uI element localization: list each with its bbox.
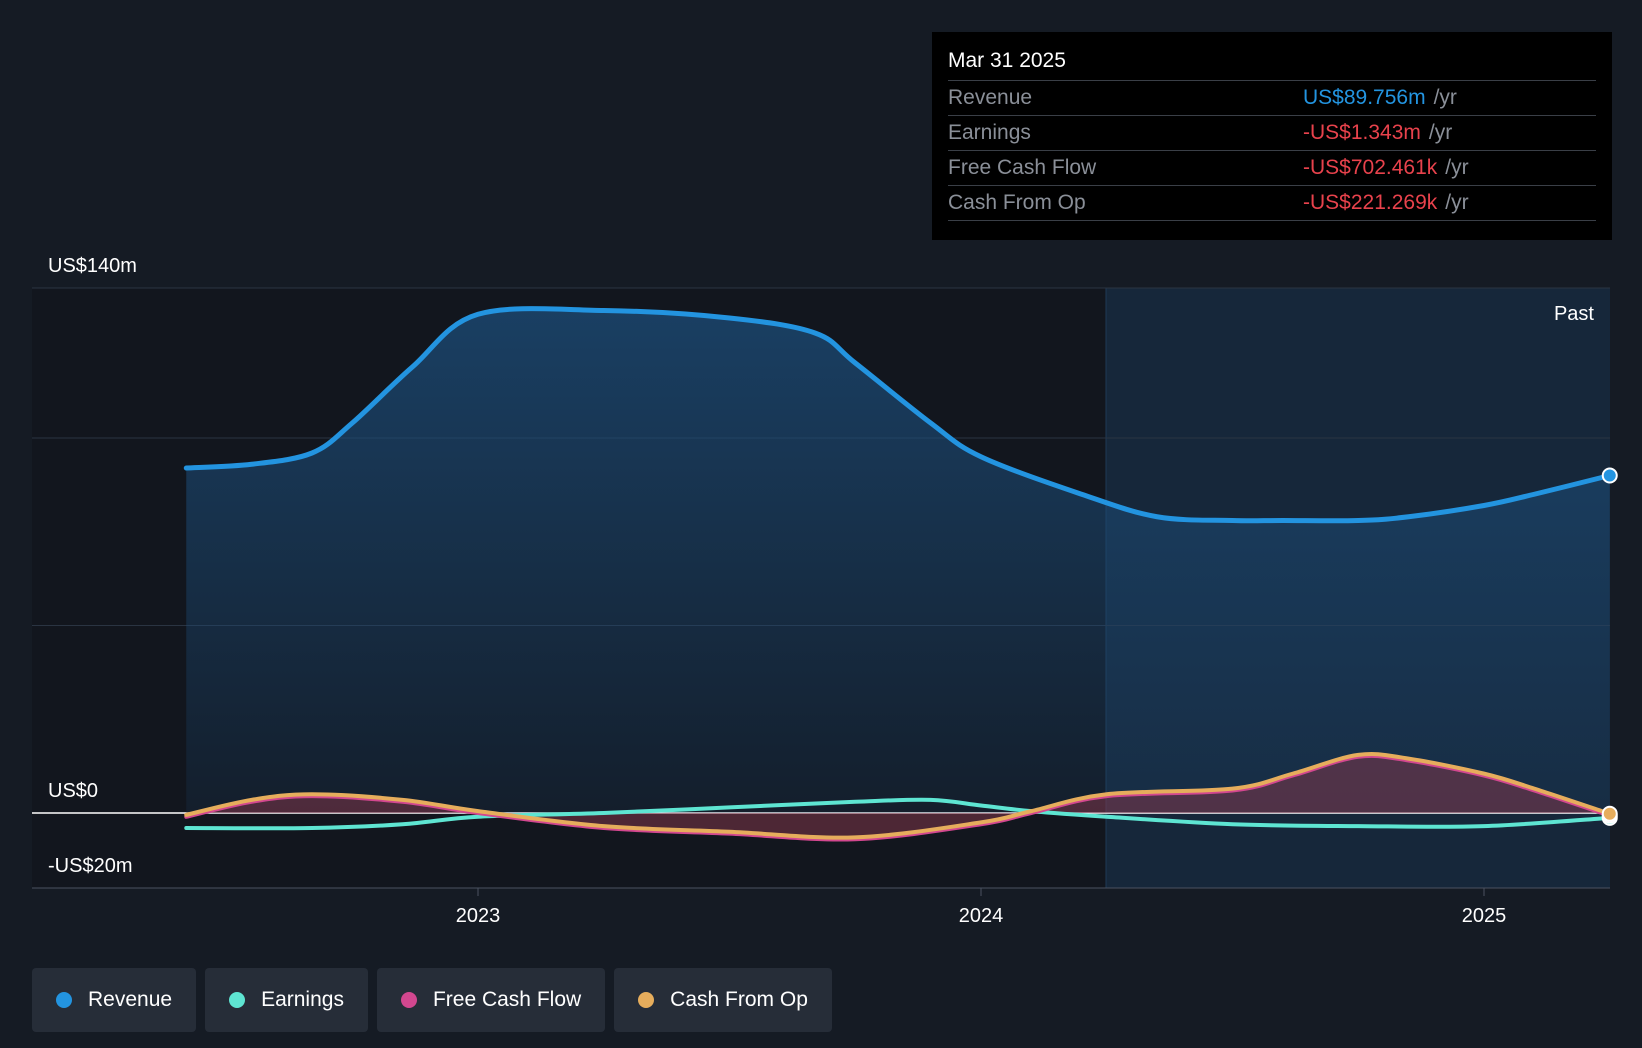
x-tick-label: 2023 (456, 905, 501, 927)
tooltip-value: -US$221.269k (1303, 191, 1438, 214)
legend-dot-icon (638, 992, 655, 1008)
tooltip-unit: /yr (1445, 191, 1469, 214)
x-tick-label: 2025 (1462, 905, 1507, 927)
series-lines (183, 306, 1613, 842)
y-tick-top: US$140m (48, 255, 137, 277)
legend-dot-icon (56, 992, 72, 1008)
tooltip-value: -US$702.461k (1303, 156, 1438, 179)
legend: Revenue Earnings Free Cash Flow Cash Fro… (32, 968, 832, 1032)
tooltip-row-cash-from-op: Cash From Op -US$221.269k /yr (948, 186, 1596, 221)
legend-label: Earnings (261, 988, 344, 1011)
tooltip-unit: /yr (1428, 121, 1453, 144)
tooltip-metric: Cash From Op (948, 191, 1086, 214)
legend-label: Cash From Op (670, 988, 808, 1011)
tooltip-metric: Earnings (948, 121, 1031, 144)
line-earnings (184, 797, 1612, 831)
tooltip-date: Mar 31 2025 (948, 46, 1596, 81)
legend-dot-icon (229, 992, 246, 1008)
endpoint-revenue (1601, 467, 1618, 484)
tooltip-metric: Free Cash Flow (948, 156, 1097, 179)
legend-item-cash-from-op[interactable]: Cash From Op (614, 968, 832, 1032)
past-label: Past (1554, 303, 1594, 325)
area-cash-from-op (186, 753, 1610, 838)
y-tick-bottom: -US$20m (48, 855, 132, 877)
tooltip-unit: /yr (1433, 86, 1457, 109)
tooltip-row-revenue: Revenue US$89.756m /yr (948, 81, 1596, 116)
x-axis: 2023 2024 2025 (456, 888, 1507, 927)
area-revenue (186, 308, 1610, 813)
x-tick-label: 2024 (959, 905, 1004, 927)
tooltip-value: US$89.756m (1303, 86, 1426, 109)
tooltip: Mar 31 2025 Revenue US$89.756m /yr Earni… (932, 32, 1612, 240)
legend-item-free-cash-flow[interactable]: Free Cash Flow (376, 968, 606, 1032)
endpoint-cash-from-op (1601, 805, 1618, 822)
legend-item-revenue[interactable]: Revenue (32, 968, 197, 1032)
line-cash-from-op (184, 751, 1612, 840)
tooltip-value: -US$1.343m (1303, 121, 1421, 144)
line-revenue (183, 306, 1613, 524)
chart: US$140m US$0 -US$20m Past 2023 2024 2025 (32, 255, 1618, 927)
tooltip-unit: /yr (1445, 156, 1469, 179)
series-endpoints (1601, 467, 1618, 826)
y-tick-zero: US$0 (48, 780, 98, 802)
legend-label: Revenue (88, 988, 173, 1011)
tooltip-row-free-cash-flow: Free Cash Flow -US$702.461k /yr (948, 151, 1596, 186)
tooltip-metric: Revenue (948, 86, 1033, 109)
legend-item-earnings[interactable]: Earnings (205, 968, 368, 1032)
legend-dot-icon (400, 992, 417, 1008)
legend-label: Free Cash Flow (432, 988, 582, 1011)
tooltip-row-earnings: Earnings -US$1.343m /yr (948, 116, 1596, 151)
